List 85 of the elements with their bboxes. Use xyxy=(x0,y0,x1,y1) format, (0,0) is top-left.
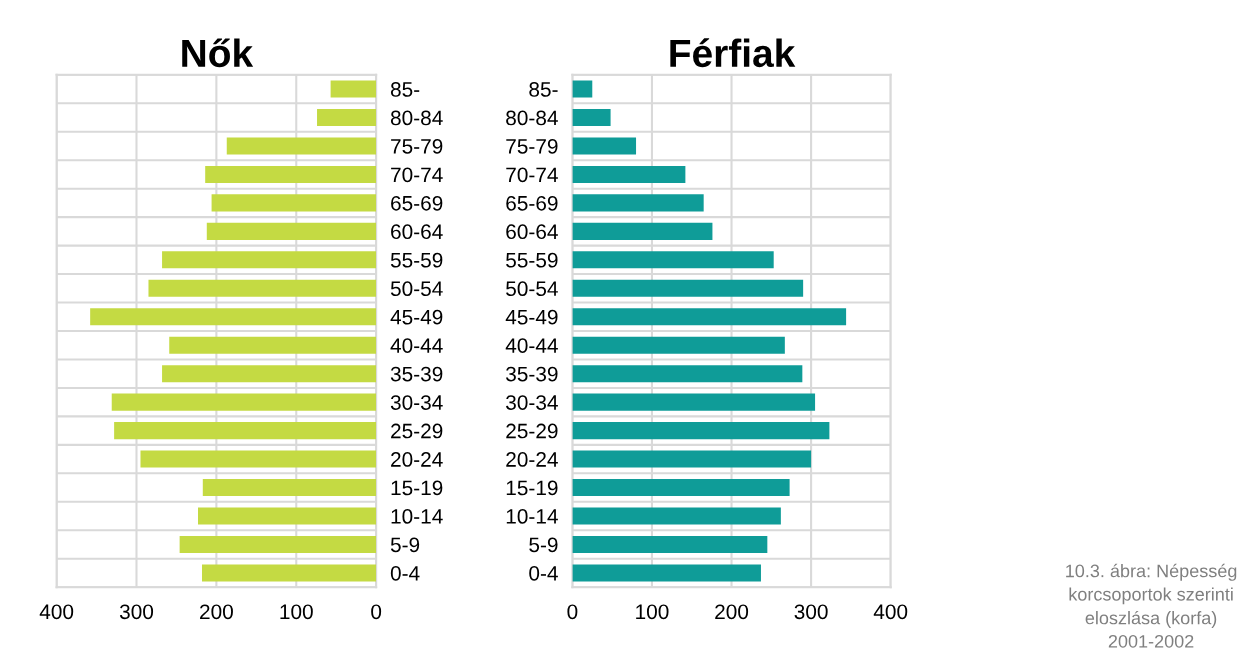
y-tick-label: 30-34 xyxy=(390,395,443,410)
bar xyxy=(162,251,377,269)
bar xyxy=(572,222,713,240)
bar xyxy=(202,479,377,497)
x-tick-label: 200 xyxy=(200,604,233,620)
bar xyxy=(572,450,812,468)
y-tick-label: 85- xyxy=(529,82,558,97)
y-tick-label: 15-19 xyxy=(506,480,558,496)
x-tick-label: 0 xyxy=(567,604,578,620)
bar xyxy=(169,336,377,354)
y-tick-label: 55-59 xyxy=(506,252,558,268)
y-tick-label: 80-84 xyxy=(506,110,558,126)
y-tick-label: 0-4 xyxy=(529,565,558,581)
y-tick-label: 5-9 xyxy=(529,537,558,553)
x-tick-label: 400 xyxy=(873,604,908,620)
y-tick-label: 40-44 xyxy=(390,338,443,353)
bar xyxy=(572,422,830,440)
y-tick-label: 45-49 xyxy=(505,309,558,325)
bar xyxy=(162,365,377,383)
y-tick-label: 25-29 xyxy=(506,423,558,439)
bar xyxy=(572,365,803,383)
bar xyxy=(572,165,686,183)
y-tick-label: 50-54 xyxy=(390,281,443,297)
y-tick-label: 25-29 xyxy=(391,423,443,439)
bar xyxy=(202,564,377,582)
x-tick-label: 300 xyxy=(794,604,828,620)
y-tick-label: 30-34 xyxy=(506,395,558,410)
bar xyxy=(206,222,377,240)
bar xyxy=(330,80,377,98)
y-tick-label: 70-74 xyxy=(506,167,558,183)
chart-title: Férfiak xyxy=(670,38,796,68)
y-tick-label: 0-4 xyxy=(390,565,420,581)
bar xyxy=(572,308,847,326)
y-tick-label: 45-49 xyxy=(390,309,443,325)
y-tick-label: 55-59 xyxy=(390,252,443,268)
bar xyxy=(198,507,377,525)
x-tick-label: 100 xyxy=(280,604,313,620)
bar xyxy=(572,479,790,497)
y-tick-label: 65-69 xyxy=(506,195,558,211)
bar xyxy=(226,137,377,155)
x-tick-label: 0 xyxy=(371,604,382,620)
bar xyxy=(572,194,704,212)
bar xyxy=(572,336,785,354)
y-tick-label: 75-79 xyxy=(391,138,443,154)
x-tick-label: 300 xyxy=(119,604,154,620)
bar xyxy=(572,393,816,411)
y-tick-label: 35-39 xyxy=(506,366,558,382)
bar xyxy=(572,279,804,297)
x-tick-label: 200 xyxy=(715,604,749,620)
y-tick-label: 50-54 xyxy=(506,281,558,297)
bar xyxy=(90,308,377,326)
y-tick-label: 10-14 xyxy=(391,509,443,524)
bar xyxy=(111,393,377,411)
bar xyxy=(572,108,611,127)
bar xyxy=(572,80,593,98)
bar xyxy=(140,450,377,468)
y-tick-label: 35-39 xyxy=(390,366,443,382)
bar xyxy=(572,137,637,155)
y-tick-label: 75-79 xyxy=(506,138,558,154)
bar xyxy=(148,279,377,297)
y-tick-label: 5-9 xyxy=(390,537,420,553)
y-tick-label: 60-64 xyxy=(391,224,443,240)
y-tick-label: 85- xyxy=(390,82,420,97)
bar xyxy=(211,194,377,212)
y-tick-label: 40-44 xyxy=(505,338,558,353)
bar xyxy=(317,108,377,127)
y-tick-label: 60-64 xyxy=(506,224,558,240)
y-tick-label: 20-24 xyxy=(506,452,558,467)
bar xyxy=(114,422,377,440)
bar xyxy=(205,165,377,183)
x-tick-label: 100 xyxy=(636,604,669,620)
y-tick-label: 70-74 xyxy=(391,167,443,183)
text: 10.3. ábra: Népesség korcsoportok szerinti eloszlása (korfa) 2001-2002 xyxy=(1066,563,1237,648)
y-tick-label: 10-14 xyxy=(506,509,558,524)
bar xyxy=(572,251,774,269)
bar xyxy=(572,535,768,554)
x-tick-label: 400 xyxy=(39,604,74,620)
chart-title: Nők xyxy=(182,38,254,68)
bar xyxy=(179,535,377,554)
y-tick-label: 80-84 xyxy=(390,110,443,126)
bar xyxy=(572,507,781,525)
y-tick-label: 20-24 xyxy=(391,452,443,467)
y-tick-label: 15-19 xyxy=(391,480,443,496)
bar xyxy=(572,564,761,582)
y-tick-label: 65-69 xyxy=(391,195,443,211)
